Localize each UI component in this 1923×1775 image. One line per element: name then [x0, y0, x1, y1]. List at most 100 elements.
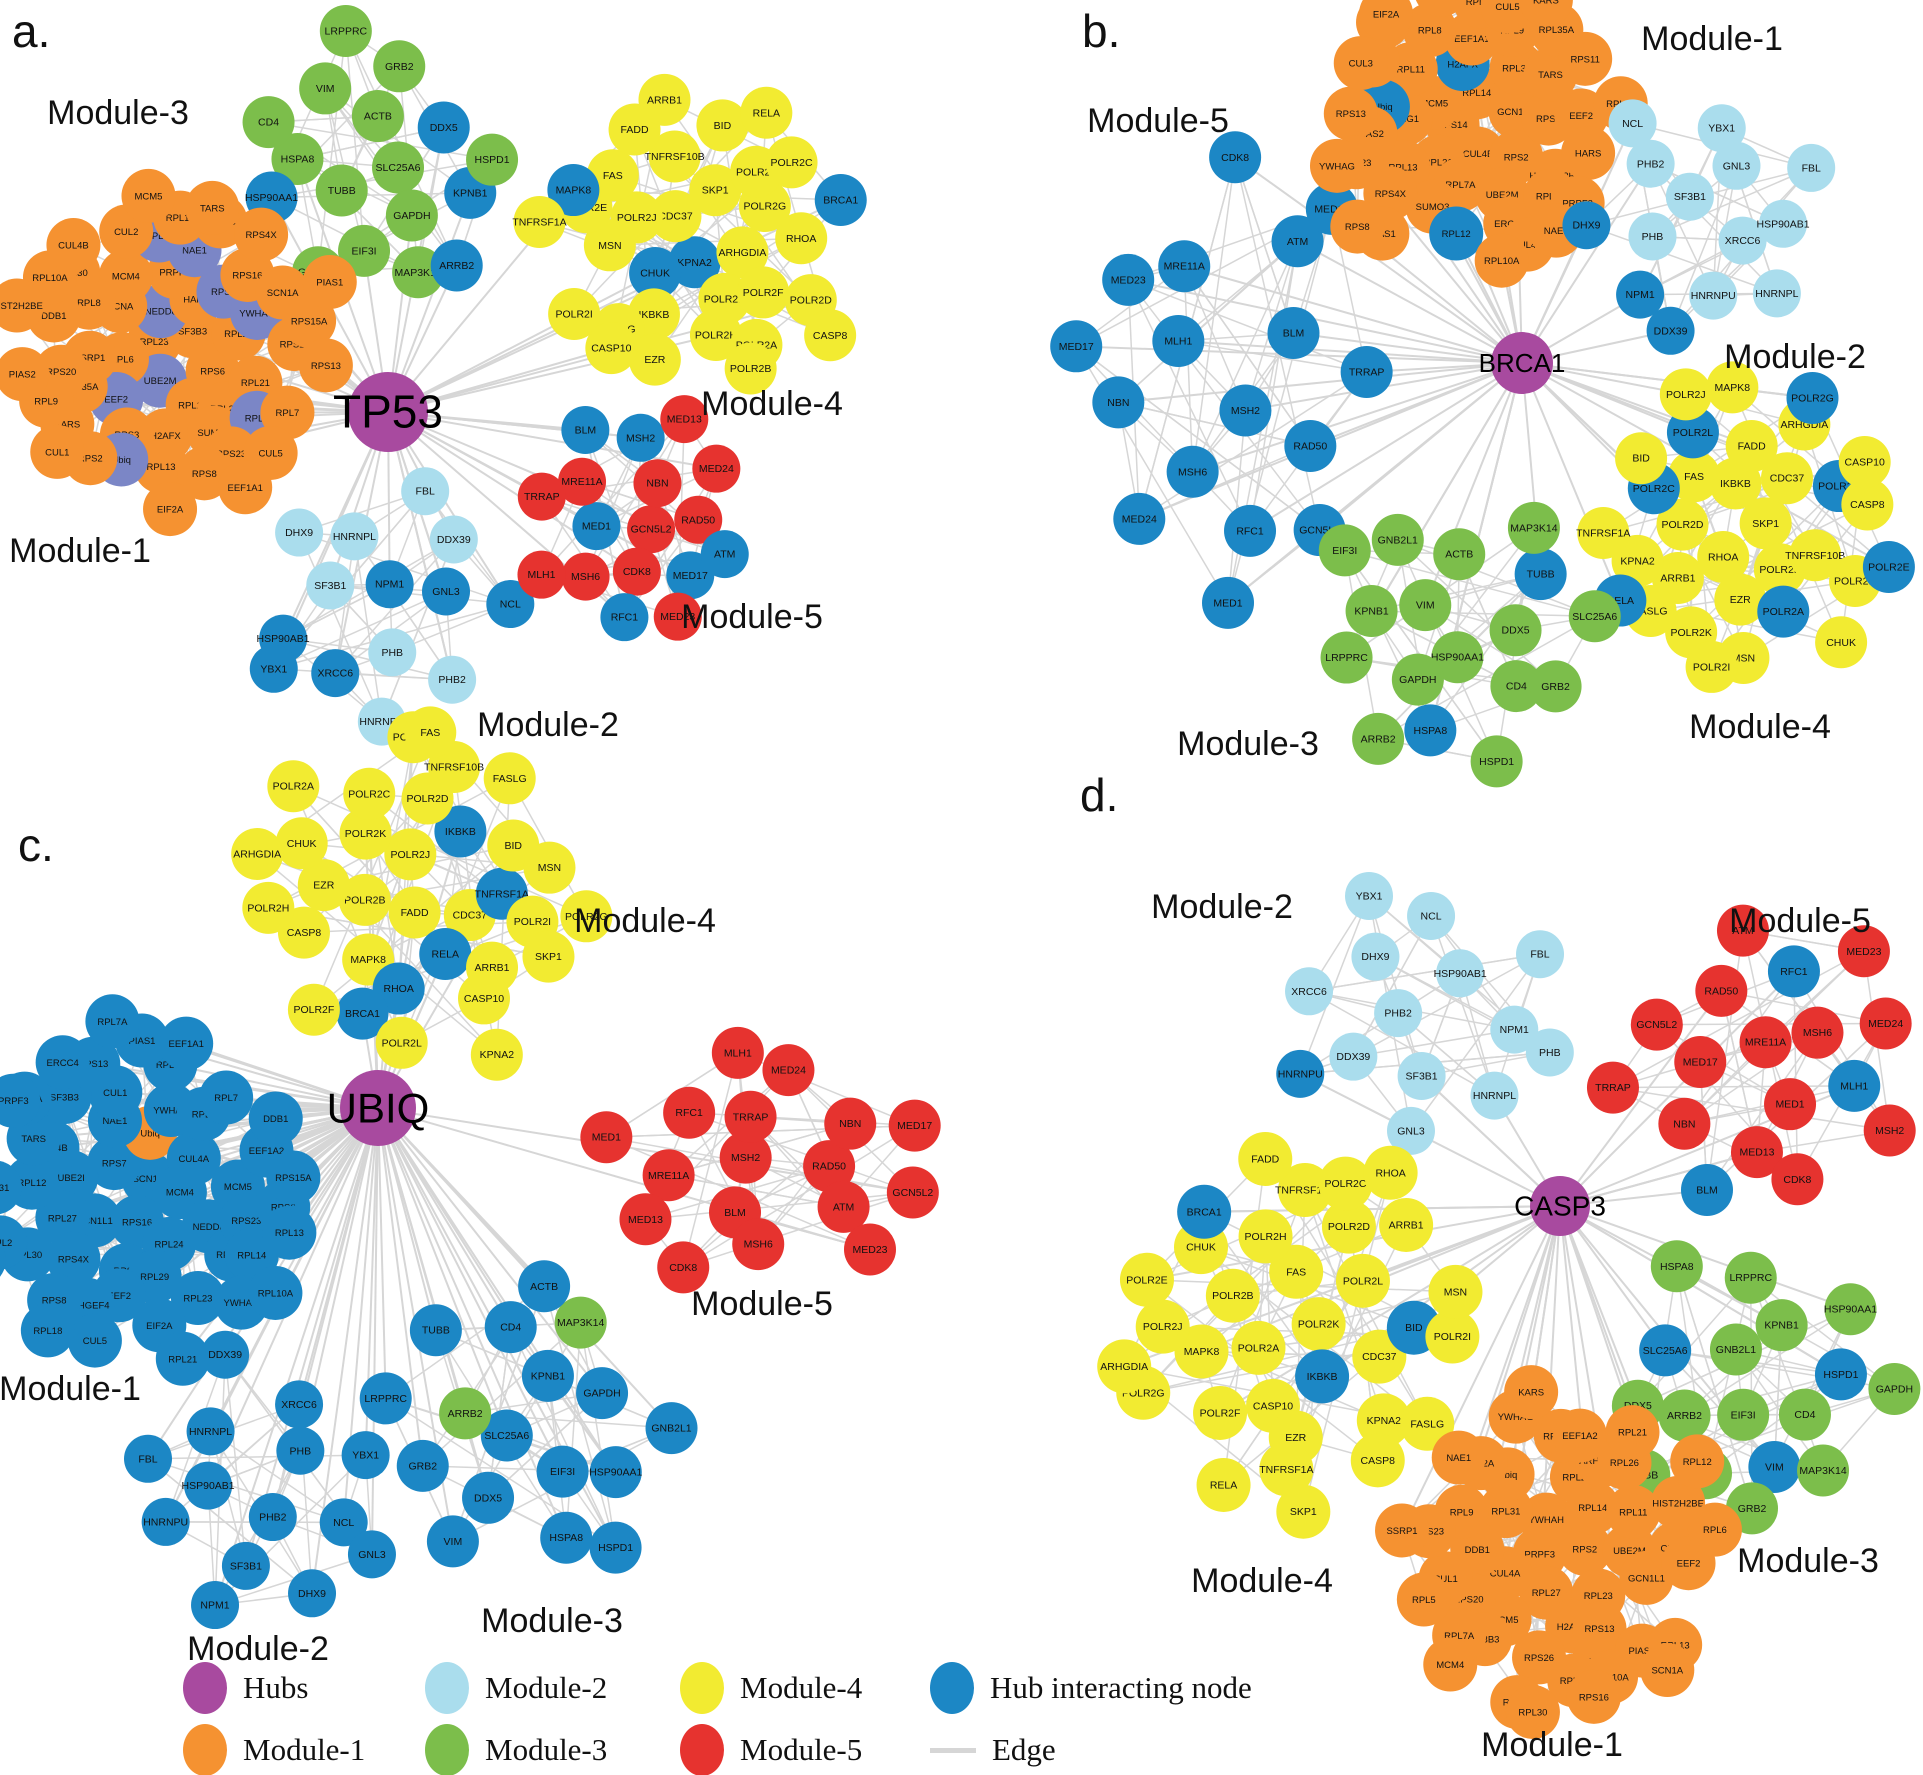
gene-node-POLR2F — [287, 983, 340, 1036]
gene-label: NPM1 — [1500, 1024, 1529, 1036]
gene-node-RPL21 — [1605, 1405, 1660, 1460]
gene-node-RPS13 — [298, 338, 353, 393]
gene-node-LRPPRC — [1320, 631, 1373, 684]
gene-node-YBX1 — [249, 644, 298, 693]
gene-label: YWHAG — [224, 1298, 260, 1309]
gene-node-HSP90AA1 — [1431, 631, 1484, 684]
gene-node-HSP90AA1 — [1824, 1283, 1877, 1336]
gene-label: LRPPRC — [364, 1393, 407, 1405]
gene-label: RPS26 — [1524, 1653, 1554, 1664]
gene-label: PIAS1 — [129, 1036, 156, 1047]
hub-node-UBIQ — [340, 1070, 416, 1146]
gene-label: KPNB1 — [1764, 1320, 1799, 1332]
gene-node-MSH6 — [1166, 445, 1219, 498]
gene-node-MRE11A — [1739, 1016, 1792, 1069]
gene-label: GRB2 — [1541, 681, 1570, 693]
gene-node-MED23 — [1837, 925, 1890, 978]
gene-node-NPM1 — [191, 1581, 240, 1630]
gene-node-FBL — [401, 467, 450, 516]
gene-label: RPS4X — [1375, 189, 1407, 200]
gene-label: GAPDH — [583, 1388, 620, 1400]
gene-label: KPNB1 — [531, 1370, 566, 1382]
gene-label: RPS7 — [102, 1159, 127, 1170]
gene-node-HSPA8 — [1650, 1240, 1703, 1293]
gene-label: RAD50 — [1704, 985, 1738, 997]
gene-label: RPL23 — [1536, 192, 1565, 203]
module1-swatch — [183, 1724, 227, 1775]
gene-node-KPNA2 — [668, 236, 721, 289]
gene-node-MAPK8 — [1174, 1324, 1229, 1379]
gene-label: HSP90AA1 — [245, 192, 298, 204]
gene-node-MED24 — [692, 444, 741, 493]
gene-label: GRB2 — [408, 1460, 437, 1472]
gene-label: SF3B3 — [50, 1093, 79, 1104]
hub-interacting-swatch — [930, 1662, 974, 1714]
gene-node-EIF2A — [1359, 0, 1414, 41]
gene-node-MED24 — [1113, 492, 1166, 545]
gene-node-YWHAH — [1519, 1492, 1574, 1547]
edge — [364, 866, 550, 901]
gene-label: GCN1L1 — [1497, 107, 1534, 118]
edge — [293, 785, 587, 917]
gene-node-EEF1A1 — [218, 460, 273, 515]
gene-node-HNRNPL — [330, 512, 379, 561]
hub-edge — [377, 1107, 617, 1473]
gene-label: HSPA8 — [1414, 725, 1448, 737]
gene-node-CDK8 — [657, 1241, 710, 1294]
gene-node-TRRAP — [1340, 346, 1393, 399]
gene-node-NBN — [633, 459, 682, 508]
edge — [1612, 1085, 1855, 1089]
gene-label: FAS — [603, 170, 623, 182]
gene-node-FADD — [1725, 420, 1778, 473]
gene-node-TNFRSF10B — [1789, 529, 1842, 582]
edge — [645, 1191, 913, 1221]
gene-label: POLR2G — [744, 201, 787, 213]
gene-node-RPS8 — [177, 446, 232, 501]
edge — [1669, 165, 1738, 332]
gene-node-RPL7 — [260, 385, 315, 440]
gene-label: HSP90AB1 — [1434, 968, 1487, 980]
gene-label: MLH1 — [724, 1047, 752, 1059]
gene-node-EZR — [297, 859, 350, 912]
gene-node-XRCC6 — [1285, 967, 1334, 1016]
edge — [510, 1326, 617, 1473]
panel-c-module-labels: Module-4 Module-5 Module-1 Module-2 Module-3 — [0, 902, 833, 1668]
gene-node-RPS11 — [0, 1242, 6, 1277]
gene-node-MED13 — [619, 1193, 672, 1246]
hub-edge — [1297, 240, 1523, 364]
gene-node-DHX9 — [1351, 932, 1400, 981]
gene-node-SKP1 — [522, 930, 575, 983]
hub-edge — [1192, 362, 1523, 473]
gene-label: GNL3 — [432, 586, 460, 598]
gene-node-CD4 — [484, 1301, 537, 1354]
gene-node-CASP10 — [458, 972, 511, 1025]
gene-node-PHB2 — [428, 655, 477, 704]
gene-label: TNFRSF1A — [1576, 528, 1630, 540]
gene-node-TNFRSF10B — [1278, 1163, 1333, 1218]
gene-node-POLR2H — [1238, 1209, 1293, 1264]
module-label: Module-2 — [187, 1630, 329, 1668]
gene-label: RHOA — [1708, 551, 1738, 563]
gene-label: RPL21 — [1424, 157, 1453, 168]
gene-label: KPNA2 — [1367, 1415, 1402, 1427]
gene-label: NPM1 — [375, 579, 404, 591]
gene-label: MAPK8 — [556, 185, 592, 197]
gene-node-MED23 — [1102, 253, 1155, 306]
gene-node-DDX39 — [429, 515, 478, 564]
gene-node-XRCC6 — [275, 1380, 324, 1429]
gene-label: KPNB1 — [453, 187, 488, 199]
edge — [1397, 539, 1557, 687]
gene-label: BID — [1405, 1322, 1423, 1334]
gene-label: DHX9 — [1361, 951, 1389, 963]
gene-label: TRRAP — [733, 1111, 769, 1123]
gene-label: GNL3 — [1723, 160, 1751, 172]
gene-label: MED1 — [592, 1132, 621, 1144]
gene-label: RHOA — [786, 233, 816, 245]
gene-label: RHOA — [383, 983, 413, 995]
gene-label: POLR2H — [247, 902, 289, 914]
edge — [1075, 345, 1251, 532]
gene-label: MSH6 — [744, 1239, 773, 1251]
gene-label: RPL7A — [1444, 1631, 1475, 1642]
gene-label: CDC37 — [453, 910, 488, 922]
legend-item-module5: Module-5 — [680, 1722, 862, 1775]
